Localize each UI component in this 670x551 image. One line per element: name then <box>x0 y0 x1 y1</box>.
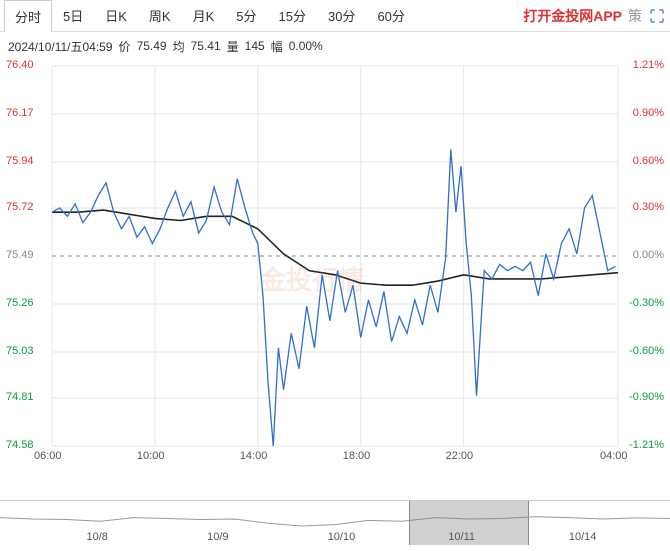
range-label: 幅 <box>271 38 283 55</box>
volume-value: 145 <box>245 39 265 53</box>
y-left-75.26: 75.26 <box>6 297 34 309</box>
volume-label: 量 <box>227 38 239 55</box>
x-04:00: 04:00 <box>600 450 628 462</box>
nav-label-10/11: 10/11 <box>448 531 475 543</box>
tabs-right-actions: 打开金投网APP 策 <box>523 6 666 26</box>
y-left-75.72: 75.72 <box>6 201 34 213</box>
y-left-74.81: 74.81 <box>6 391 34 403</box>
tab-日K[interactable]: 日K <box>94 0 138 32</box>
navigator-strip[interactable]: 10/8 10/9 10/10 10/11 10/14 <box>0 500 670 545</box>
tab-月K[interactable]: 月K <box>182 0 226 32</box>
y-left-74.58: 74.58 <box>6 439 34 451</box>
fullscreen-icon[interactable] <box>648 7 666 25</box>
tab-15分[interactable]: 15分 <box>268 0 317 32</box>
y-right-0.00%: 0.00% <box>633 249 664 261</box>
tab-周K[interactable]: 周K <box>138 0 182 32</box>
price-value: 75.49 <box>137 39 167 53</box>
datetime-text: 2024/10/11/五04:59 <box>8 38 113 55</box>
chart-container: 分时5日日K周K月K5分15分30分60分 打开金投网APP 策 2024/10… <box>0 0 670 549</box>
tab-60分[interactable]: 60分 <box>366 0 415 32</box>
tab-5分[interactable]: 5分 <box>225 0 267 32</box>
chart-svg <box>0 60 670 500</box>
y-left-76.4: 76.40 <box>6 59 34 71</box>
avg-label: 均 <box>173 38 185 55</box>
y-right-0.30%: 0.30% <box>633 201 664 213</box>
x-06:00: 06:00 <box>34 450 62 462</box>
y-right--0.60%: -0.60% <box>629 345 664 357</box>
timeframe-tabs: 分时5日日K周K月K5分15分30分60分 打开金投网APP 策 <box>0 0 670 32</box>
y-right--1.21%: -1.21% <box>629 439 664 451</box>
range-value: 0.00% <box>289 39 323 53</box>
nav-label-10/14: 10/14 <box>569 531 597 543</box>
y-left-75.03: 75.03 <box>6 345 34 357</box>
x-22:00: 22:00 <box>446 450 474 462</box>
y-left-76.17: 76.17 <box>6 107 34 119</box>
tab-30分[interactable]: 30分 <box>317 0 366 32</box>
y-right-0.90%: 0.90% <box>633 107 664 119</box>
tab-5日[interactable]: 5日 <box>52 0 94 32</box>
strategy-truncated[interactable]: 策 <box>628 6 642 26</box>
y-left-75.49: 75.49 <box>6 249 34 261</box>
nav-label-10/9: 10/9 <box>207 531 228 543</box>
nav-label-10/10: 10/10 <box>328 531 356 543</box>
x-18:00: 18:00 <box>343 450 371 462</box>
tab-分时[interactable]: 分时 <box>4 0 52 33</box>
y-right-1.21%: 1.21% <box>633 59 664 71</box>
info-bar: 2024/10/11/五04:59 价 75.49 均 75.41 量 145 … <box>0 32 670 60</box>
y-right--0.90%: -0.90% <box>629 391 664 403</box>
main-chart-area[interactable]: 金投行情 76.4076.1775.9475.7275.4975.2675.03… <box>0 60 670 500</box>
y-left-75.94: 75.94 <box>6 155 34 167</box>
avg-value: 75.41 <box>191 39 221 53</box>
price-label: 价 <box>119 38 131 55</box>
x-10:00: 10:00 <box>137 450 165 462</box>
x-14:00: 14:00 <box>240 450 268 462</box>
nav-label-10/8: 10/8 <box>87 531 108 543</box>
open-app-link[interactable]: 打开金投网APP <box>523 6 622 26</box>
y-right--0.30%: -0.30% <box>629 297 664 309</box>
y-right-0.60%: 0.60% <box>633 155 664 167</box>
